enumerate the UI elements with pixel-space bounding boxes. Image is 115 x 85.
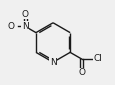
Text: O: O bbox=[77, 68, 84, 77]
Text: N: N bbox=[22, 22, 28, 31]
Text: O: O bbox=[7, 22, 14, 31]
Text: O: O bbox=[22, 10, 29, 19]
Text: Cl: Cl bbox=[93, 54, 101, 63]
Text: N: N bbox=[49, 58, 56, 67]
